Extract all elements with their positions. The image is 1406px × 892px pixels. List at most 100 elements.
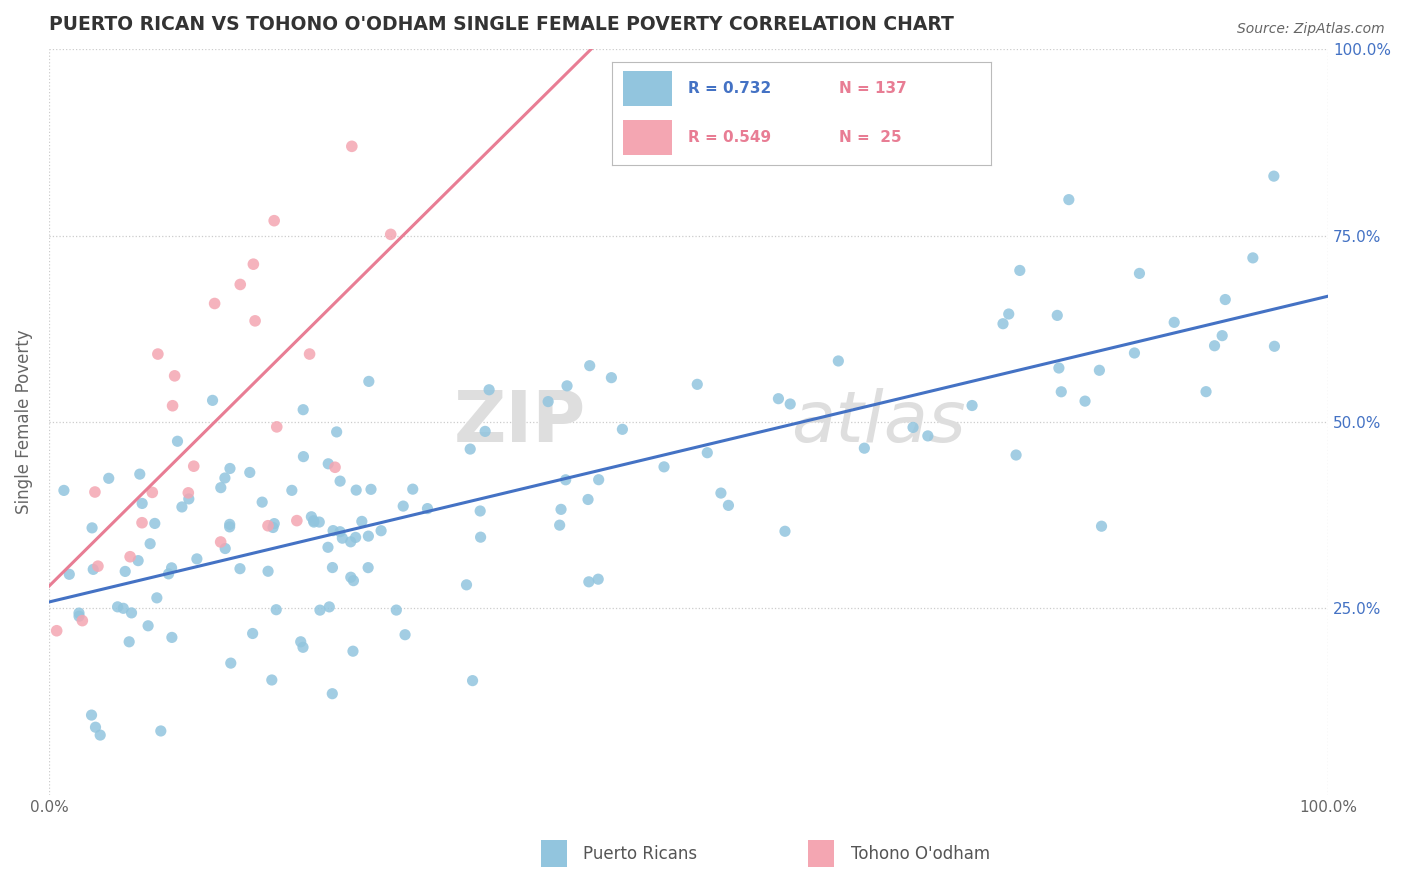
Point — [321, 687, 343, 701]
Point — [360, 483, 382, 497]
Bar — [623, 70, 672, 105]
Point — [329, 474, 352, 488]
Point — [548, 518, 571, 533]
Point — [686, 377, 709, 392]
Point — [586, 572, 609, 586]
Point — [266, 420, 288, 434]
Point — [416, 501, 439, 516]
Point — [1057, 193, 1080, 207]
Point — [160, 631, 183, 645]
Point — [114, 565, 136, 579]
Point — [357, 375, 380, 389]
Point — [717, 499, 740, 513]
Point — [339, 534, 361, 549]
Point — [588, 473, 610, 487]
Point — [329, 524, 352, 539]
Point — [209, 481, 232, 495]
Point — [298, 347, 321, 361]
Point — [290, 634, 312, 648]
Point — [576, 492, 599, 507]
Point — [321, 560, 343, 574]
Point — [157, 566, 180, 581]
Text: Tohono O'odham: Tohono O'odham — [851, 845, 990, 863]
Point — [901, 420, 924, 434]
Point — [263, 516, 285, 531]
Point — [67, 606, 90, 620]
Point — [309, 603, 332, 617]
Point — [330, 531, 353, 545]
Point — [997, 307, 1019, 321]
Point — [263, 213, 285, 227]
Point — [478, 383, 501, 397]
Point — [67, 609, 90, 624]
Text: Source: ZipAtlas.com: Source: ZipAtlas.com — [1237, 22, 1385, 37]
Point — [209, 535, 232, 549]
Text: Puerto Ricans: Puerto Ricans — [583, 845, 697, 863]
Point — [183, 459, 205, 474]
Point — [82, 562, 104, 576]
Point — [219, 461, 242, 475]
Point — [612, 422, 634, 436]
Point — [162, 399, 184, 413]
Point — [292, 640, 315, 655]
Point — [779, 397, 801, 411]
Point — [773, 524, 796, 539]
Point — [350, 515, 373, 529]
Point — [1241, 251, 1264, 265]
Point — [112, 601, 135, 615]
Point — [550, 502, 572, 516]
Point — [1163, 315, 1185, 329]
Point — [58, 567, 80, 582]
Point — [357, 529, 380, 543]
Point — [84, 485, 107, 500]
Point — [325, 425, 347, 439]
Point — [344, 483, 367, 497]
Point — [242, 626, 264, 640]
Point — [299, 509, 322, 524]
Text: R = 0.732: R = 0.732 — [688, 80, 770, 95]
Point — [143, 516, 166, 531]
Point — [370, 524, 392, 538]
Point — [340, 139, 363, 153]
Point — [160, 561, 183, 575]
Point — [1008, 263, 1031, 277]
Point — [127, 554, 149, 568]
Point — [141, 485, 163, 500]
Point — [243, 314, 266, 328]
Point — [285, 514, 308, 528]
Point — [342, 644, 364, 658]
Point — [1128, 267, 1150, 281]
Point — [84, 720, 107, 734]
Point — [474, 425, 496, 439]
Point — [170, 500, 193, 514]
Point — [201, 393, 224, 408]
Point — [853, 441, 876, 455]
Bar — [623, 120, 672, 155]
Text: R = 0.549: R = 0.549 — [688, 130, 770, 145]
Point — [1050, 384, 1073, 399]
Text: PUERTO RICAN VS TOHONO O'ODHAM SINGLE FEMALE POVERTY CORRELATION CHART: PUERTO RICAN VS TOHONO O'ODHAM SINGLE FE… — [49, 15, 953, 34]
Point — [186, 552, 208, 566]
Point — [554, 473, 576, 487]
Point — [991, 317, 1014, 331]
Point — [229, 277, 252, 292]
Point — [578, 359, 600, 373]
Point — [146, 347, 169, 361]
Point — [302, 514, 325, 528]
Point — [177, 491, 200, 506]
Point — [80, 521, 103, 535]
Point — [218, 520, 240, 534]
Point — [308, 515, 330, 529]
Point — [470, 530, 492, 544]
Point — [342, 574, 364, 588]
Point — [1046, 309, 1069, 323]
Point — [89, 728, 111, 742]
Point — [262, 520, 284, 534]
Point — [385, 603, 408, 617]
Text: atlas: atlas — [792, 387, 966, 457]
Point — [696, 446, 718, 460]
Point — [121, 606, 143, 620]
Point — [166, 434, 188, 449]
Point — [218, 517, 240, 532]
Point — [1123, 346, 1146, 360]
